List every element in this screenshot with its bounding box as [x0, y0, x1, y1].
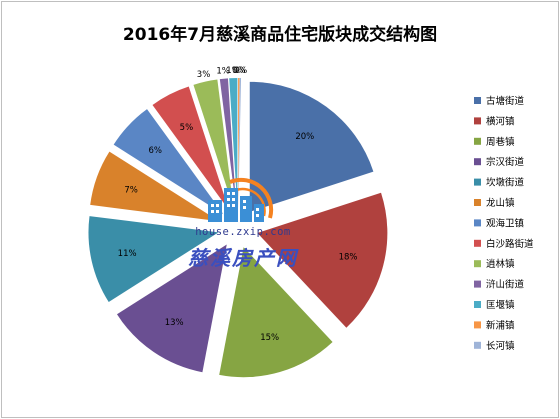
legend-swatch-2 [474, 117, 481, 125]
pie-slice-2 [257, 192, 388, 328]
slice-label-9: 3% [197, 70, 211, 80]
legend-label-3: 周巷镇 [486, 136, 515, 148]
legend-label-5: 坎墩街道 [486, 177, 525, 189]
legend-swatch-12 [474, 321, 481, 329]
pie-slice-7 [113, 109, 224, 215]
legend-label-4: 宗汉街道 [486, 156, 525, 168]
pie-slice-13 [238, 78, 242, 209]
slice-label-3: 15% [260, 333, 279, 343]
legend-swatch-6 [474, 199, 481, 206]
slice-label-4: 13% [165, 318, 184, 328]
legend-swatch-9 [474, 260, 481, 268]
slice-label-13: 0% [234, 66, 248, 76]
slice-label-8: 5% [180, 123, 194, 133]
legend-label-12: 新浦镇 [486, 319, 515, 331]
legend-swatch-7 [474, 219, 481, 227]
legend-swatch-10 [474, 280, 481, 288]
slice-label-7: 6% [148, 146, 162, 156]
watermark-name: 慈溪房产网 [188, 246, 298, 270]
legend-swatch-11 [474, 301, 481, 308]
legend-label-9: 逍林镇 [486, 258, 515, 270]
slice-label-6: 7% [124, 186, 138, 196]
slice-label-10: 1% [216, 67, 230, 77]
legend-label-8: 白沙路街道 [486, 238, 534, 250]
slice-label-1: 20% [295, 132, 314, 142]
legend-swatch-1 [474, 97, 481, 104]
slice-label-5: 11% [118, 249, 137, 259]
legend-label-7: 观海卫镇 [486, 217, 525, 229]
legend-label-10: 浒山街道 [486, 279, 525, 291]
slice-labels: 20%18%15%13%11%7%6%5%3% 1%1%0%0% [118, 66, 358, 343]
pie-slice-3 [219, 247, 333, 378]
legend-swatch-5 [474, 178, 481, 186]
legend-swatch-4 [474, 158, 481, 166]
slice-label-12: 0% [232, 66, 246, 76]
pie-slice-8 [152, 86, 229, 211]
legend-label-1: 古塘街道 [486, 95, 525, 107]
pie-slice-5 [88, 216, 219, 303]
pie-slices [88, 78, 388, 378]
pie-slice-4 [116, 244, 227, 373]
legend-label-2: 横河镇 [486, 115, 515, 127]
pie-slice-9 [193, 79, 234, 209]
chart-title: 2016年7月慈溪商品住宅版块成交结构图 [122, 25, 438, 45]
building-logo-icon [208, 177, 274, 222]
pie-slice-11 [229, 78, 238, 209]
slice-label-11: 1% [226, 66, 240, 76]
legend-swatch-3 [474, 137, 481, 145]
legend-swatch-13 [474, 341, 481, 349]
legend-label-6: 龙山镇 [486, 197, 515, 209]
legend-label-11: 匡堰镇 [486, 299, 515, 311]
pie-slice-12 [238, 78, 240, 209]
legend-label-13: 长河镇 [486, 340, 515, 352]
pie-slice-6 [90, 151, 220, 222]
watermark-url: house.zxip.com [195, 226, 291, 238]
legend: 古塘街道横河镇周巷镇宗汉街道坎墩街道龙山镇观海卫镇白沙路街道逍林镇浒山街道匡堰镇… [474, 95, 534, 352]
pie-slice-1 [249, 81, 374, 212]
watermark: house.zxip.com 慈溪房产网 [178, 170, 308, 270]
legend-swatch-8 [474, 239, 481, 247]
pie-slice-10 [219, 78, 237, 209]
slice-label-2: 18% [339, 252, 358, 262]
